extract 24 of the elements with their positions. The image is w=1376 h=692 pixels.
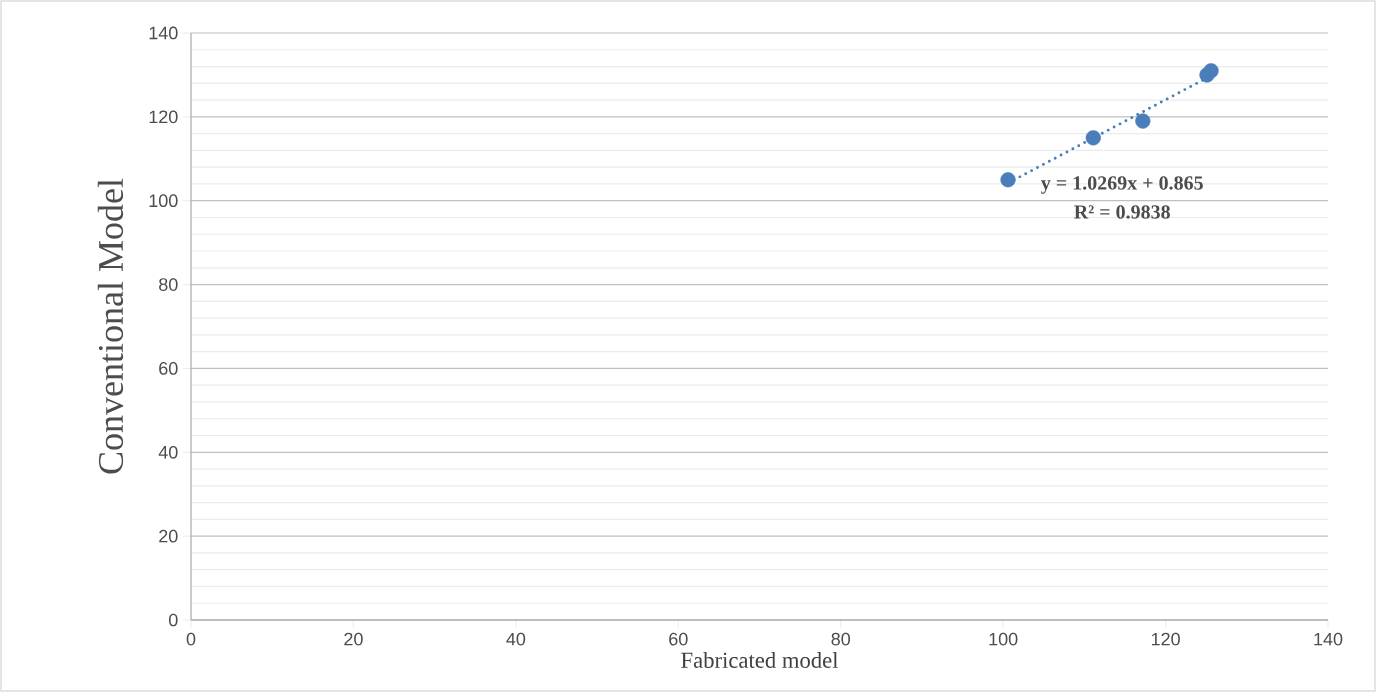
- y-tick-label: 140: [149, 26, 178, 40]
- y-tick-label: 0: [168, 613, 178, 627]
- x-tick-label: 40: [506, 632, 526, 646]
- x-tick-label: 100: [989, 632, 1018, 646]
- y-tick-label: 60: [159, 362, 178, 375]
- x-tick-label: 20: [344, 632, 363, 646]
- y-axis-title: Conventional Model: [97, 178, 124, 474]
- annotation: R² = 0.9838: [1074, 205, 1170, 219]
- y-tick-label: 20: [159, 529, 178, 543]
- y-tick-label: 40: [158, 445, 178, 459]
- point: [1000, 172, 1016, 188]
- x-tick-label: 60: [669, 632, 688, 646]
- annotation: y = 1.0269x + 0.865: [1041, 176, 1203, 194]
- x-tick-label: 120: [1151, 632, 1180, 646]
- point: [1135, 113, 1151, 129]
- x-tick-label: 80: [831, 632, 851, 646]
- x-axis-title: Fabricated model: [681, 651, 839, 668]
- point: [1085, 130, 1101, 146]
- y-tick-label: 100: [149, 194, 178, 208]
- x-tick-label: 140: [1314, 632, 1343, 646]
- y-tick-label: 80: [159, 278, 178, 291]
- x-tick-label: 0: [186, 632, 196, 646]
- point: [1203, 63, 1219, 79]
- y-tick-label: 120: [149, 110, 178, 124]
